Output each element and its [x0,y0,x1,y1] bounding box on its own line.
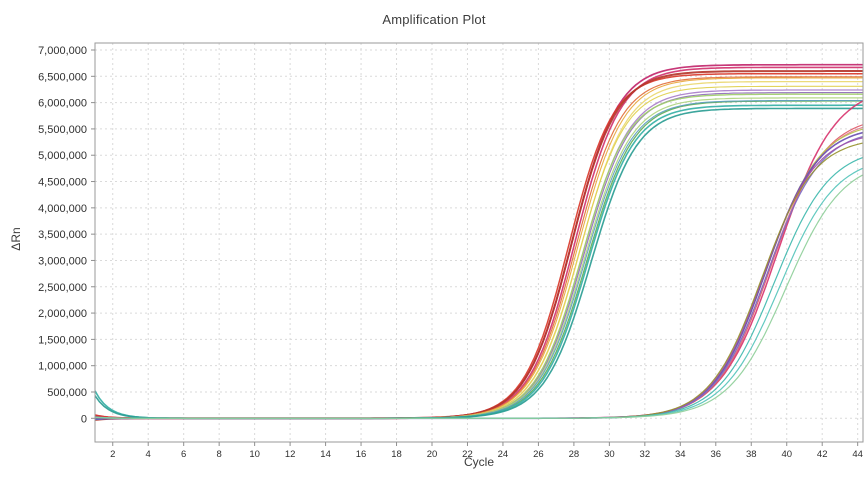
svg-text:40: 40 [781,449,792,460]
series-late-lightteal [95,168,863,419]
gridlines [95,43,863,442]
series-early-green [95,100,863,419]
svg-text:16: 16 [356,449,367,460]
series-late-palegreen [95,174,863,419]
series-early-lavender [95,89,863,421]
svg-text:7,000,000: 7,000,000 [38,45,87,57]
svg-text:8: 8 [217,449,222,460]
svg-text:2,500,000: 2,500,000 [38,282,87,294]
series-late-indigo [95,132,863,420]
series-late-pink [95,100,863,420]
series-late-salmon [95,124,863,419]
svg-text:38: 38 [746,449,757,460]
svg-text:6: 6 [181,449,186,460]
series-early-yellow [95,85,863,420]
series-early-teal-1 [95,104,863,420]
plot-frame [94,42,864,443]
series-early-purple [95,92,863,419]
svg-text:30: 30 [604,449,615,460]
svg-text:500,000: 500,000 [47,387,87,399]
svg-text:28: 28 [569,449,580,460]
series-late-yellowgreen [95,128,863,419]
svg-text:1,500,000: 1,500,000 [38,334,87,346]
svg-text:10: 10 [249,449,260,460]
x-axis-title: Cycle [463,455,494,469]
svg-text:20: 20 [427,449,438,460]
series-late-olive [95,142,863,419]
svg-text:26: 26 [533,449,544,460]
axis-ticks [91,49,859,446]
series-late-violet [95,136,863,419]
svg-text:22: 22 [462,449,473,460]
series-late-teal [95,157,863,419]
series-early-lightgreen-2 [95,97,863,419]
chart-title: Amplification Plot [382,12,486,27]
svg-text:6,500,000: 6,500,000 [38,71,87,83]
svg-text:24: 24 [498,449,509,460]
svg-text:2: 2 [110,449,115,460]
svg-text:3,000,000: 3,000,000 [38,255,87,267]
amplification-curves [95,63,863,421]
series-early-lightgreen-1 [95,93,863,419]
svg-text:44: 44 [852,449,863,460]
svg-text:4: 4 [146,449,151,460]
series-early-paleyellow [95,80,863,419]
svg-text:36: 36 [710,449,721,460]
svg-text:3,500,000: 3,500,000 [38,229,87,241]
svg-text:32: 32 [640,449,651,460]
svg-text:6,000,000: 6,000,000 [38,98,87,110]
svg-text:12: 12 [285,449,296,460]
series-early-orange-1 [95,76,863,419]
axis-tick-labels: 0 500,000 1,000,000 1,500,000 2,000,000 2,500… [38,45,863,460]
svg-text:4,500,000: 4,500,000 [38,177,87,189]
svg-text:34: 34 [675,449,686,460]
svg-text:42: 42 [817,449,828,460]
svg-text:4,000,000: 4,000,000 [38,203,87,215]
svg-text:0: 0 [81,413,87,425]
series-early-red [95,72,863,420]
svg-text:18: 18 [391,449,402,460]
svg-text:5,500,000: 5,500,000 [38,124,87,136]
series-late-magenta [95,137,863,419]
series-late-rose [95,126,863,419]
svg-text:14: 14 [320,449,331,460]
svg-text:5,000,000: 5,000,000 [38,150,87,162]
svg-text:2,000,000: 2,000,000 [38,308,87,320]
series-early-darkred [95,70,863,421]
svg-text:1,000,000: 1,000,000 [38,361,87,373]
